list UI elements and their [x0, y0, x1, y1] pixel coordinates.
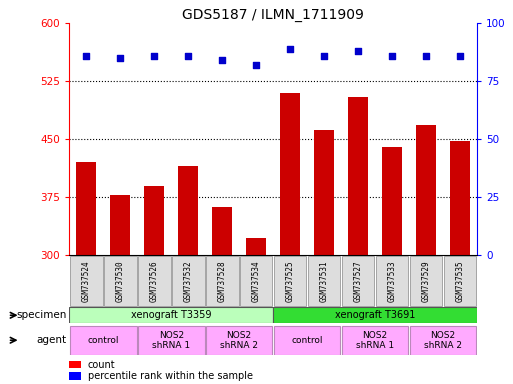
Bar — [382, 147, 402, 255]
Bar — [240, 257, 272, 306]
Text: count: count — [88, 359, 115, 370]
Text: GSM737527: GSM737527 — [353, 260, 363, 302]
Text: control: control — [88, 336, 119, 345]
Bar — [69, 307, 273, 323]
Bar — [274, 257, 306, 306]
Bar — [138, 257, 170, 306]
Bar — [69, 372, 81, 379]
Text: GSM737531: GSM737531 — [320, 260, 329, 302]
Bar — [246, 238, 266, 255]
Bar — [104, 257, 136, 306]
Bar — [280, 93, 300, 255]
Text: GSM737533: GSM737533 — [388, 260, 397, 302]
Point — [252, 62, 260, 68]
Text: GSM737532: GSM737532 — [184, 260, 193, 302]
Bar — [314, 130, 334, 255]
Point — [116, 55, 124, 61]
Text: agent: agent — [36, 335, 67, 345]
Title: GDS5187 / ILMN_1711909: GDS5187 / ILMN_1711909 — [182, 8, 364, 22]
Text: NOS2
shRNA 1: NOS2 shRNA 1 — [152, 331, 190, 350]
Bar — [178, 166, 199, 255]
Text: GSM737528: GSM737528 — [218, 260, 227, 302]
Bar — [274, 326, 341, 354]
Bar — [273, 307, 477, 323]
Text: GSM737535: GSM737535 — [456, 260, 465, 302]
Point — [82, 53, 90, 59]
Text: GSM737525: GSM737525 — [286, 260, 294, 302]
Bar — [69, 361, 81, 368]
Text: GSM737524: GSM737524 — [82, 260, 91, 302]
Bar — [206, 326, 272, 354]
Bar — [144, 186, 164, 255]
Bar — [342, 257, 374, 306]
Text: NOS2
shRNA 2: NOS2 shRNA 2 — [220, 331, 258, 350]
Bar — [172, 257, 205, 306]
Bar — [450, 141, 470, 255]
Text: percentile rank within the sample: percentile rank within the sample — [88, 371, 252, 381]
Point — [320, 53, 328, 59]
Point — [218, 57, 226, 63]
Bar — [342, 326, 408, 354]
Text: GSM737534: GSM737534 — [252, 260, 261, 302]
Bar — [70, 257, 103, 306]
Text: specimen: specimen — [16, 310, 67, 320]
Text: xenograft T3359: xenograft T3359 — [131, 310, 211, 320]
Point — [184, 53, 192, 59]
Bar — [138, 326, 205, 354]
Bar — [410, 326, 477, 354]
Bar — [308, 257, 341, 306]
Point — [388, 53, 396, 59]
Bar — [444, 257, 477, 306]
Point — [150, 53, 159, 59]
Bar — [410, 257, 442, 306]
Point — [354, 48, 362, 54]
Text: xenograft T3691: xenograft T3691 — [335, 310, 416, 320]
Bar — [348, 97, 368, 255]
Point — [286, 46, 294, 52]
Point — [456, 53, 464, 59]
Bar — [416, 125, 436, 255]
Text: control: control — [291, 336, 323, 345]
Bar — [212, 207, 232, 255]
Bar — [76, 162, 96, 255]
Text: GSM737530: GSM737530 — [116, 260, 125, 302]
Text: NOS2
shRNA 1: NOS2 shRNA 1 — [356, 331, 394, 350]
Point — [422, 53, 430, 59]
Bar — [110, 195, 130, 255]
Bar — [206, 257, 239, 306]
Bar — [70, 326, 136, 354]
Text: GSM737529: GSM737529 — [422, 260, 430, 302]
Text: GSM737526: GSM737526 — [150, 260, 159, 302]
Bar — [376, 257, 408, 306]
Text: NOS2
shRNA 2: NOS2 shRNA 2 — [424, 331, 462, 350]
